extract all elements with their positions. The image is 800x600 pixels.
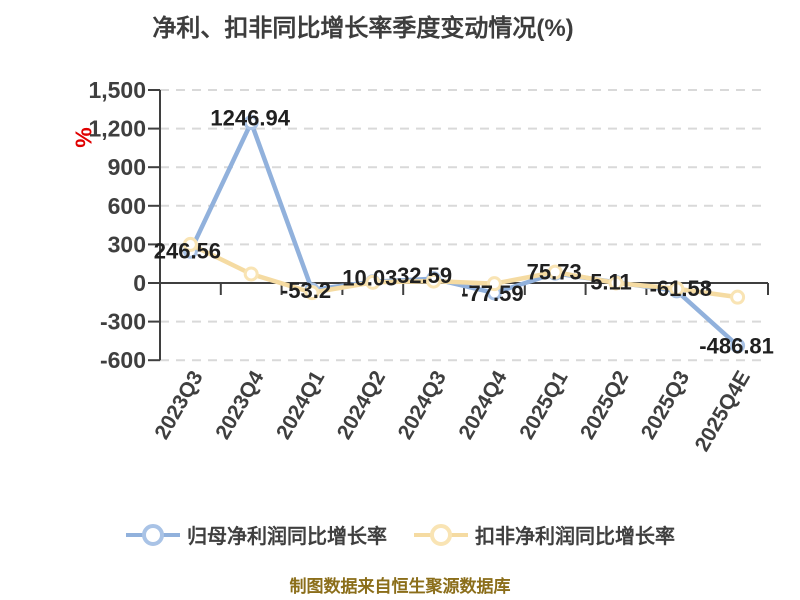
data-point-marker xyxy=(608,275,624,291)
data-point-label: 75.73 xyxy=(527,259,582,284)
data-point-marker xyxy=(365,274,381,290)
data-point-label: 1246.94 xyxy=(210,106,290,131)
data-point-marker xyxy=(730,338,746,354)
x-axis-label: 2025Q4E xyxy=(691,367,755,455)
data-point-label: 32.59 xyxy=(397,263,452,288)
data-point-marker xyxy=(426,273,442,289)
data-point-marker xyxy=(243,266,259,282)
x-axis-label: 2024Q4 xyxy=(454,367,511,443)
data-source-note: 制图数据来自恒生聚源数据库 xyxy=(289,577,511,596)
data-point-marker xyxy=(486,276,502,292)
data-point-label: 5.11 xyxy=(590,269,632,294)
y-axis-tick-label: -300 xyxy=(100,309,146,335)
chart-legend: 归母净利润同比增长率 扣非净利润同比增长率 xyxy=(0,520,800,549)
legend-label-deducted-profit: 扣非净利润同比增长率 xyxy=(475,526,675,548)
y-axis-tick-label: 1,500 xyxy=(88,77,146,103)
x-axis-label: 2025Q2 xyxy=(576,367,633,443)
series-line-1 xyxy=(188,242,740,300)
x-axis-label: 2023Q3 xyxy=(150,367,207,443)
data-point-label: 246.56 xyxy=(154,238,221,263)
data-point-label: -53.2 xyxy=(281,278,331,303)
data-point-marker xyxy=(730,289,746,305)
y-axis-tick-label: 0 xyxy=(133,270,146,296)
legend-marker-blue-icon xyxy=(126,523,180,546)
data-point-label: -77.59 xyxy=(461,281,523,306)
data-point-label: 10.03 xyxy=(342,266,397,291)
legend-marker-yellow-icon xyxy=(414,523,468,546)
legend-item-deducted-profit: 扣非净利润同比增长率 xyxy=(413,520,675,549)
x-axis-label: 2024Q1 xyxy=(272,367,329,443)
x-axis-label: 2024Q3 xyxy=(394,367,451,443)
y-axis-tick-label: 900 xyxy=(108,154,146,180)
chart-title: 净利、扣非同比增长率季度变动情况(%) xyxy=(152,15,574,42)
data-point-label: -486.81 xyxy=(699,334,774,359)
y-axis-tick-label: 1,200 xyxy=(88,116,146,142)
y-axis-tick-label: -600 xyxy=(100,347,146,373)
data-point-marker xyxy=(304,285,320,301)
legend-label-net-profit: 归母净利润同比增长率 xyxy=(187,526,387,548)
legend-item-net-profit: 归母净利润同比增长率 xyxy=(125,520,387,549)
data-point-marker xyxy=(669,281,685,297)
data-point-marker xyxy=(547,264,563,280)
x-axis-label: 2025Q3 xyxy=(637,367,694,443)
x-axis-label: 2025Q1 xyxy=(515,367,572,443)
data-point-marker xyxy=(182,236,198,252)
series-line-0 xyxy=(188,120,740,348)
data-point-marker xyxy=(243,115,259,131)
x-axis-label: 2023Q4 xyxy=(211,367,268,443)
x-axis-label: 2024Q2 xyxy=(333,367,390,443)
y-axis-tick-label: 600 xyxy=(108,193,146,219)
data-point-label: -61.58 xyxy=(650,276,712,301)
y-axis-tick-label: 300 xyxy=(108,231,146,257)
